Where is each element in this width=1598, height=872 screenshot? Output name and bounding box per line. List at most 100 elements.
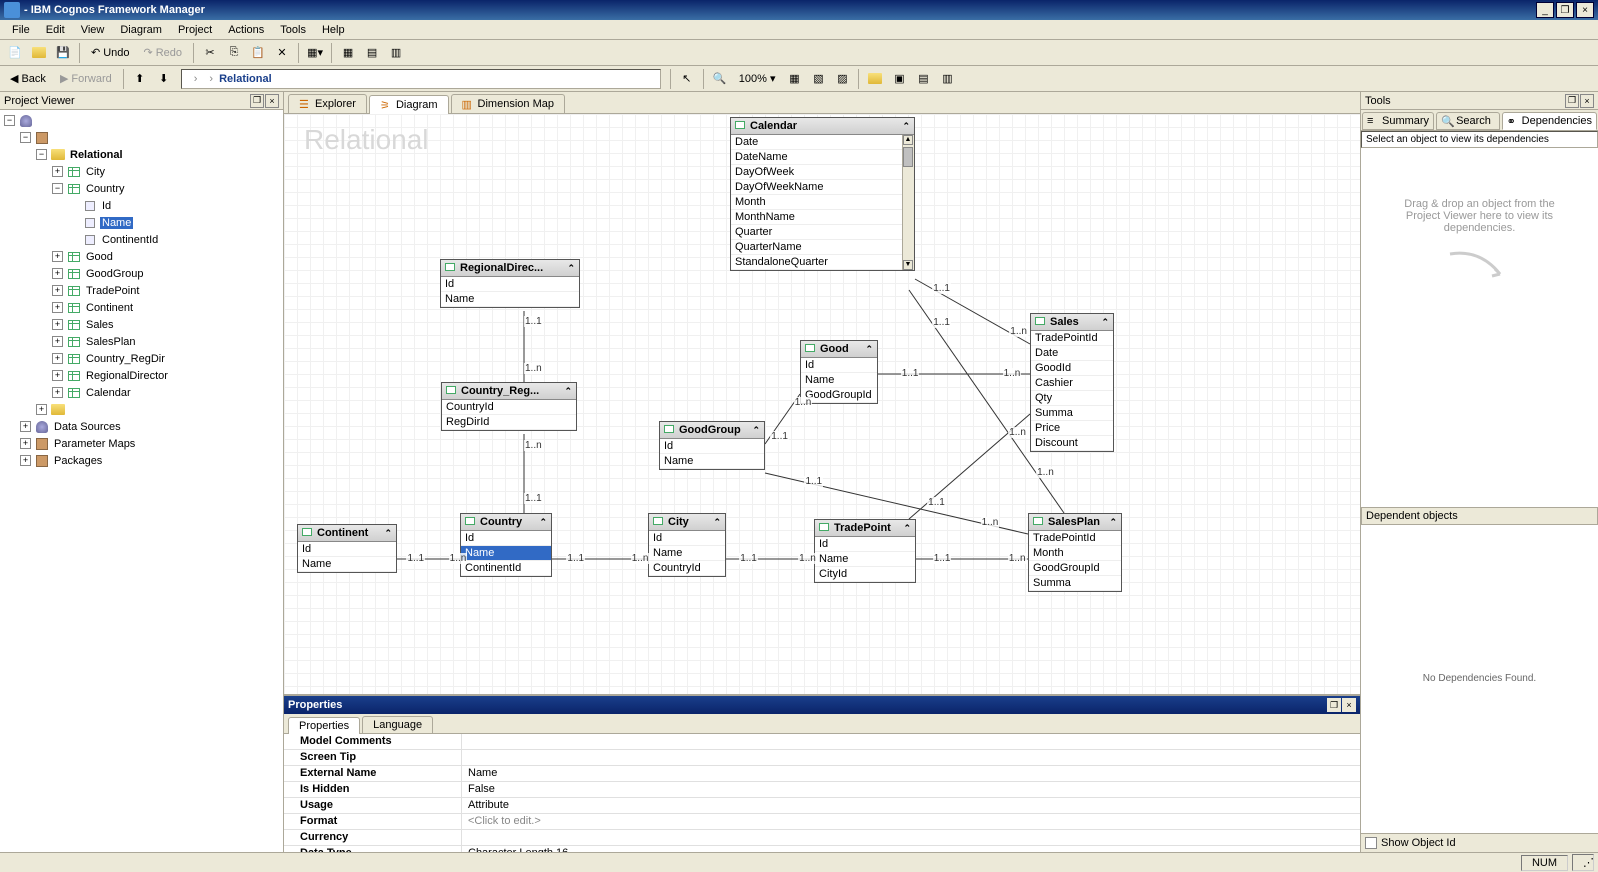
new-folder-button[interactable]: [864, 68, 886, 90]
menu-tools[interactable]: Tools: [272, 22, 314, 38]
entity-field[interactable]: Id: [815, 537, 915, 552]
scrollbar[interactable]: ▲▼: [902, 135, 914, 270]
expand-icon[interactable]: +: [20, 438, 31, 449]
property-row[interactable]: Data TypeCharacter Length 16: [284, 846, 1360, 852]
collapse-icon[interactable]: ⌃: [865, 344, 873, 355]
close-button[interactable]: ×: [1576, 2, 1594, 18]
entity-goodgroup[interactable]: GoodGroup⌃IdName: [659, 421, 765, 470]
maximize-button[interactable]: ❐: [1556, 2, 1574, 18]
property-value[interactable]: Name: [462, 766, 1360, 781]
property-row[interactable]: Screen Tip: [284, 750, 1360, 766]
property-row[interactable]: Model Comments: [284, 734, 1360, 750]
expand-icon[interactable]: +: [52, 251, 63, 262]
link-a-button[interactable]: ▣: [888, 68, 910, 90]
expand-icon[interactable]: +: [52, 302, 63, 313]
expand-icon[interactable]: +: [52, 387, 63, 398]
entity-field[interactable]: Name: [461, 546, 551, 561]
entity-field[interactable]: CountryId: [442, 400, 576, 415]
menu-view[interactable]: View: [73, 22, 113, 38]
collapse-icon[interactable]: ⌃: [902, 121, 910, 132]
expand-icon[interactable]: −: [4, 115, 15, 126]
props-restore-button[interactable]: ❐: [1327, 698, 1341, 712]
tree-packages[interactable]: Packages: [52, 455, 104, 467]
property-row[interactable]: UsageAttribute: [284, 798, 1360, 814]
property-row[interactable]: External NameName: [284, 766, 1360, 782]
entity-calendar[interactable]: Calendar⌃DateDateNameDayOfWeekDayOfWeekN…: [730, 117, 915, 271]
tree-country-id[interactable]: Id: [100, 200, 113, 212]
entity-field[interactable]: DayOfWeekName: [731, 180, 914, 195]
property-value[interactable]: [462, 734, 1360, 749]
entity-field[interactable]: TradePointId: [1031, 331, 1113, 346]
entity-field[interactable]: Month: [1029, 546, 1121, 561]
expand-icon[interactable]: +: [52, 285, 63, 296]
entity-field[interactable]: Discount: [1031, 436, 1113, 451]
collapse-icon[interactable]: ⌃: [567, 263, 575, 274]
copy-button[interactable]: ⎘: [223, 42, 245, 64]
expand-icon[interactable]: +: [52, 319, 63, 330]
menu-diagram[interactable]: Diagram: [112, 22, 170, 38]
rtab-search[interactable]: 🔍Search: [1436, 112, 1500, 130]
layout-b-button[interactable]: ▨: [831, 68, 853, 90]
forward-button[interactable]: ▶Forward: [54, 72, 118, 85]
collapse-icon[interactable]: ⌃: [713, 517, 721, 528]
entity-field[interactable]: Month: [731, 195, 914, 210]
tool-c-button[interactable]: ▥: [385, 42, 407, 64]
collapse-icon[interactable]: ⌃: [384, 528, 392, 539]
entity-field[interactable]: Name: [660, 454, 764, 469]
entity-field[interactable]: Id: [660, 439, 764, 454]
entity-field[interactable]: Name: [801, 373, 877, 388]
show-object-id-checkbox[interactable]: [1365, 837, 1377, 849]
entity-field[interactable]: Name: [441, 292, 579, 307]
entity-field[interactable]: Quarter: [731, 225, 914, 240]
panel-close-button[interactable]: ×: [265, 94, 279, 108]
tools-close-button[interactable]: ×: [1580, 94, 1594, 108]
panel-restore-button[interactable]: ❐: [250, 94, 264, 108]
tree-sales[interactable]: Sales: [84, 319, 116, 331]
entity-tradepoint[interactable]: TradePoint⌃IdNameCityId: [814, 519, 916, 583]
entity-field[interactable]: CountryId: [649, 561, 725, 576]
grid-button[interactable]: ▦▾: [304, 42, 326, 64]
tree-country[interactable]: Country: [84, 183, 127, 195]
minimize-button[interactable]: _: [1536, 2, 1554, 18]
project-tree[interactable]: − − −Relational +City −Country Id Name C…: [0, 110, 283, 852]
save-button[interactable]: 💾: [52, 42, 74, 64]
entity-field[interactable]: Summa: [1029, 576, 1121, 591]
tree-continent[interactable]: Continent: [84, 302, 135, 314]
tab-dimmap[interactable]: ▥Dimension Map: [451, 94, 565, 113]
expand-icon[interactable]: −: [20, 132, 31, 143]
zoom-level[interactable]: 100% ▾: [733, 72, 782, 85]
entity-field[interactable]: GoodGroupId: [1029, 561, 1121, 576]
diagram-canvas[interactable]: Relational Calendar⌃DateDateNameDayOfWee…: [284, 114, 1360, 694]
props-close-button[interactable]: ×: [1342, 698, 1356, 712]
undo-button[interactable]: ↶Undo: [85, 46, 136, 59]
menu-file[interactable]: File: [4, 22, 38, 38]
collapse-icon[interactable]: ⌃: [1101, 317, 1109, 328]
paste-button[interactable]: 📋: [247, 42, 269, 64]
entity-country[interactable]: Country⌃IdNameContinentId: [460, 513, 552, 577]
entity-field[interactable]: Date: [731, 135, 914, 150]
collapse-icon[interactable]: ⌃: [564, 386, 572, 397]
expand-icon[interactable]: +: [20, 421, 31, 432]
expand-icon[interactable]: +: [52, 353, 63, 364]
redo-button[interactable]: ↷Redo: [138, 46, 189, 59]
property-value[interactable]: [462, 830, 1360, 845]
link-b-button[interactable]: ▤: [912, 68, 934, 90]
expand-icon[interactable]: +: [20, 455, 31, 466]
entity-salesplan[interactable]: SalesPlan⌃TradePointIdMonthGoodGroupIdSu…: [1028, 513, 1122, 592]
collapse-icon[interactable]: ⌃: [752, 425, 760, 436]
entity-field[interactable]: GoodId: [1031, 361, 1113, 376]
property-value[interactable]: <Click to edit.>: [462, 814, 1360, 829]
entity-city[interactable]: City⌃IdNameCountryId: [648, 513, 726, 577]
tab-diagram[interactable]: ⚞Diagram: [369, 95, 449, 114]
collapse-icon[interactable]: ⌃: [903, 523, 911, 534]
rtab-summary[interactable]: ≡Summary: [1362, 112, 1434, 130]
tree-tradepoint[interactable]: TradePoint: [84, 285, 141, 297]
expand-icon[interactable]: −: [52, 183, 63, 194]
home-button[interactable]: ⬇: [153, 68, 175, 90]
crumb-2[interactable]: Relational: [219, 73, 272, 85]
tree-regionaldirector[interactable]: RegionalDirector: [84, 370, 170, 382]
breadcrumb[interactable]: › › Relational: [181, 69, 661, 89]
property-value[interactable]: Attribute: [462, 798, 1360, 813]
menu-actions[interactable]: Actions: [220, 22, 272, 38]
properties-grid[interactable]: Model CommentsScreen TipExternal NameNam…: [284, 734, 1360, 852]
